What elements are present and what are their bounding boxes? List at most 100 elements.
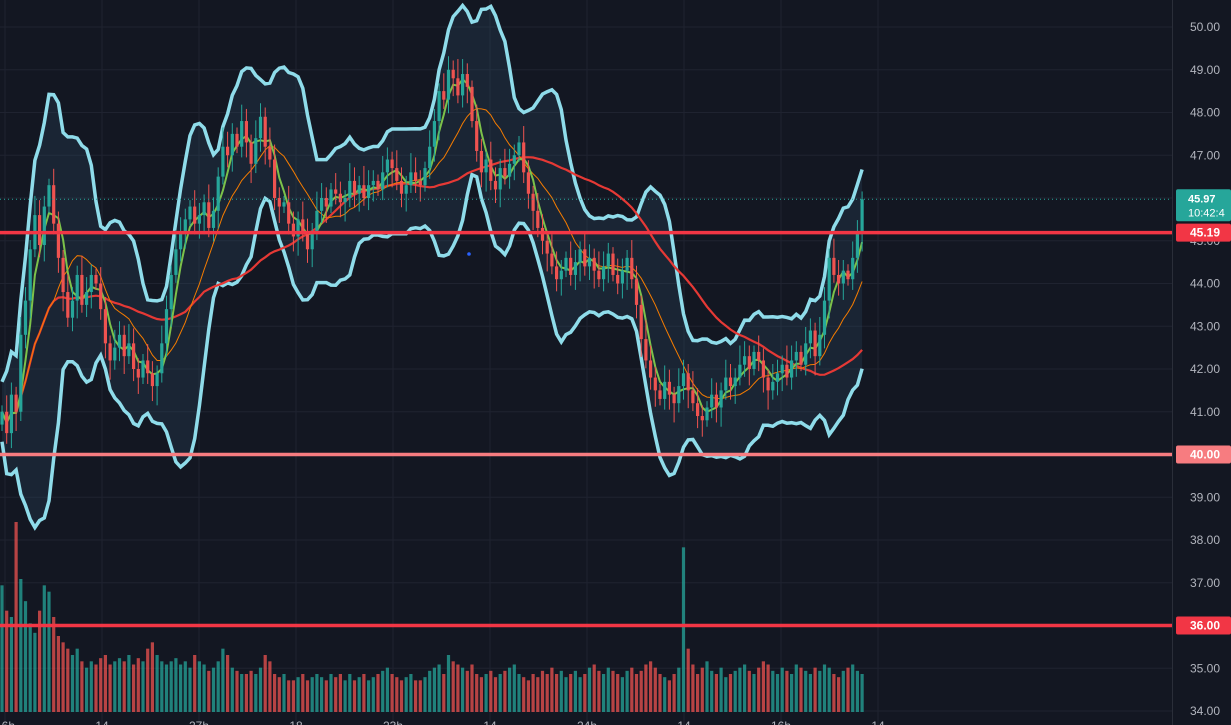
horizontal-levels[interactable] [0,230,1172,628]
volume-bar [461,667,465,712]
candle-body [681,373,686,387]
candle [94,268,98,290]
candle [381,155,385,201]
candle [249,134,253,184]
candle [710,378,714,419]
volume-bar [658,674,662,712]
volume-bar [437,664,441,712]
candle [841,259,845,300]
volume-bar [540,670,545,712]
volume-bar [146,648,150,712]
candle-body [197,215,201,224]
candle [164,295,169,357]
candle-body [277,198,281,207]
volume-bar [85,667,89,712]
horizontal-level-label-bg [1176,223,1231,242]
volume-bar [47,591,51,712]
candle-body [583,249,587,267]
price-tick-label: 47.00 [1190,148,1220,162]
candlesticks [0,56,864,449]
candle [837,259,841,296]
candle-body [207,202,211,228]
candle-body [193,206,197,224]
volume-bar [620,677,624,712]
volume-bar [700,667,704,712]
ma-slow-line [0,156,863,425]
price-axis[interactable]: 34.00 35.00 36.00 37.00 38.00 39.00 40.00 41.00… [1172,0,1231,725]
candle [851,241,855,290]
volume-bar [334,677,338,712]
candle-body [216,176,220,211]
candle [263,107,267,165]
candle [611,247,615,282]
volume-bar [136,658,140,712]
candle [320,183,324,223]
volume-bar [127,655,131,712]
price-tick-label: 39.00 [1190,490,1220,504]
candle [85,277,89,317]
candle [592,248,596,289]
candle-body [587,257,592,267]
candle [531,185,535,231]
candle-body [517,142,521,156]
candle-body [226,146,230,156]
candle [61,250,65,312]
candle [395,150,399,191]
candle [28,240,32,319]
volume-bar [846,667,850,712]
candle [202,194,206,235]
volume-bar [207,670,211,712]
candle [127,324,131,365]
candle-body [221,146,225,177]
candle [790,345,794,390]
candle-body [296,219,300,237]
candle-body [183,219,187,233]
volume-bar [362,674,366,712]
candle-body [522,142,526,173]
candle [822,287,827,349]
candle [376,174,380,196]
candle [122,325,126,374]
volume-bar [160,661,164,712]
candle [188,200,192,226]
candle [75,265,79,319]
volume-bar [428,670,432,712]
volume-bar [240,674,244,712]
volume-bar [696,674,700,712]
volume-bar [399,680,404,712]
price-tick-label: 44.00 [1190,277,1220,291]
candle-body [616,274,620,284]
candle-body [117,334,122,348]
candle-body [672,394,676,404]
volume-bar [230,667,234,712]
candle [155,365,159,406]
candle-body [644,339,648,361]
volume-bar [555,674,559,712]
candle [301,201,305,242]
volume-bar [310,677,314,712]
candle-body [733,377,737,387]
candle [493,167,498,203]
candle [404,175,408,212]
candle-body [696,403,700,417]
candle [324,187,328,223]
candle-body [376,180,380,190]
candle-body [606,253,610,267]
candle-body [808,330,812,344]
candle-body [305,232,310,250]
candle-body [592,257,596,271]
candle [705,401,709,427]
candle-body [771,381,775,391]
candle-body [268,146,272,160]
candle-body [461,74,465,96]
volume-bar [667,680,671,712]
time-tick-label: 23h [383,719,403,725]
candle [310,222,314,268]
volume-bar [841,670,845,712]
volume-bar [197,661,201,712]
volume-bar [291,680,295,712]
volume-bar [757,667,761,712]
candle [475,104,479,162]
volume-bar [395,677,399,712]
